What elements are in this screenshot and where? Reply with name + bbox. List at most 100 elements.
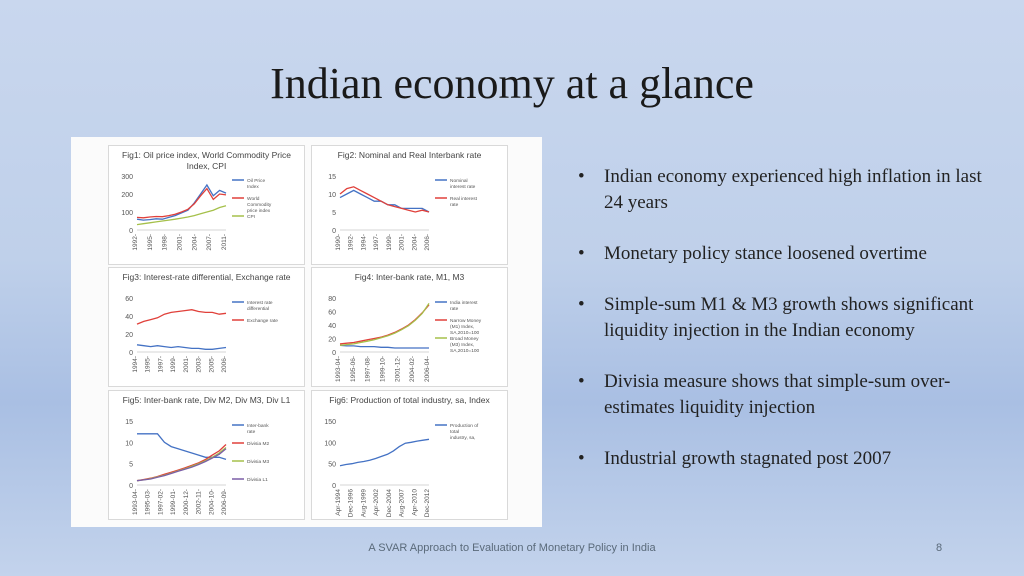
bullet-list: • Indian economy experienced high inflat… (578, 164, 998, 472)
y-tick-label: 50 (328, 462, 336, 469)
fig1-chart: Fig1: Oil price index, World Commodity P… (108, 145, 305, 265)
series-line (136, 187, 227, 219)
bullet-item: • Simple-sum M1 & M3 growth shows signif… (578, 292, 998, 344)
series-line (339, 304, 430, 345)
x-tick-label: Dec-1996 (348, 489, 355, 518)
bullet-item: • Industrial growth stagnated post 2007 (578, 446, 998, 472)
legend-label: price index (247, 208, 271, 214)
chart-title: Fig2: Nominal and Real Interbank rate (337, 150, 482, 160)
series-line (136, 309, 227, 325)
legend-label: Narrow Money (450, 318, 482, 324)
x-tick-label: 1990- (335, 234, 342, 251)
y-tick-label: 40 (328, 323, 336, 330)
legend-label: rate (247, 429, 256, 435)
x-tick-label: 2005- (208, 356, 215, 373)
fig4-chart: Fig4: Inter-bank rate, M1, M3 80 60 40 20 0 19… (311, 267, 508, 387)
y-tick-label: 0 (129, 483, 133, 490)
series-line (136, 448, 227, 482)
legend-label: industry, sa, (450, 435, 476, 441)
y-tick-label: 60 (125, 296, 133, 303)
legend-label: Oil Price (247, 178, 265, 184)
series-line (339, 438, 430, 467)
y-tick-label: 0 (332, 228, 336, 235)
x-tick-label: Dec-2012 (424, 489, 431, 518)
x-tick-label: 1997-02- (157, 489, 164, 515)
y-tick-label: 0 (332, 350, 336, 357)
legend-label: India interest (450, 300, 478, 306)
legend-label: SA,2010=100 (450, 330, 480, 336)
y-tick-label: 0 (129, 350, 133, 357)
x-tick-label: 1995- (145, 356, 152, 373)
legend-label: rate (450, 306, 459, 312)
fig2-chart: Fig2: Nominal and Real Interbank rate 15 1… (311, 145, 508, 265)
bullet-dot-icon: • (578, 448, 585, 469)
y-tick-label: 20 (328, 337, 336, 344)
legend-label: Broad Money (450, 336, 479, 342)
y-tick-label: 10 (125, 440, 133, 447)
y-tick-label: 200 (121, 192, 133, 199)
legend-label: Divisia M3 (247, 459, 269, 465)
series-line (136, 183, 227, 221)
x-tick-label: 2004- (411, 234, 418, 251)
legend-label: Inter-bank (247, 423, 269, 429)
bullet-item: • Monetary policy stance loosened overti… (578, 241, 998, 267)
x-tick-label: 2001- (183, 356, 190, 373)
x-tick-label: 2000-12- (183, 489, 190, 515)
series-line (136, 205, 227, 226)
legend-label: Interest rate (247, 300, 273, 306)
legend-label: Commodity (247, 202, 272, 208)
page-number: 8 (936, 542, 943, 554)
chart-title: Fig4: Inter-bank rate, M1, M3 (354, 272, 465, 282)
legend-label: (M3) Index, (450, 342, 474, 348)
y-tick-label: 60 (328, 310, 336, 317)
x-tick-label: Apr-2010 (411, 489, 418, 516)
y-tick-label: 100 (324, 440, 336, 447)
x-tick-label: 1992- (348, 234, 355, 251)
bullet-dot-icon: • (578, 243, 585, 264)
bullet-dot-icon: • (578, 294, 585, 315)
x-tick-label: 1999-01- (170, 489, 177, 515)
x-tick-label: 1994- (132, 356, 139, 373)
bullet-text: Indian economy experienced high inflatio… (604, 166, 982, 213)
bullet-dot-icon: • (578, 166, 585, 187)
x-tick-label: Apr-1994 (335, 489, 342, 516)
x-tick-label: 1998- (162, 234, 169, 251)
y-tick-label: 150 (324, 419, 336, 426)
x-tick-label: 1993-04- (132, 489, 139, 515)
x-tick-label: 2007- (206, 234, 213, 251)
x-tick-label: 1995-03- (145, 489, 152, 515)
x-tick-label: 1999- (386, 234, 393, 251)
series-line (339, 303, 430, 346)
legend-label: Divisia M2 (247, 441, 269, 447)
x-tick-label: 1997- (373, 234, 380, 251)
legend-label: rate (450, 202, 459, 208)
legend-label: CPI (247, 214, 255, 220)
y-tick-label: 15 (328, 174, 336, 181)
legend-label: Real interest (450, 196, 478, 202)
series-line (339, 186, 430, 213)
x-tick-label: 1992- (132, 234, 139, 251)
charts-panel: Fig1: Oil price index, World Commodity P… (71, 137, 542, 527)
bullet-text: Divisia measure shows that simple-sum ov… (604, 371, 951, 418)
legend-label: differential (247, 306, 269, 312)
legend-label: total (450, 429, 459, 435)
legend-label: Index (247, 184, 259, 190)
series-line (136, 344, 227, 350)
x-tick-label: 2004-02- (409, 356, 416, 382)
y-tick-label: 20 (125, 332, 133, 339)
bullet-text: Simple-sum M1 & M3 growth shows signific… (604, 294, 974, 341)
x-tick-label: Apr-2002 (373, 489, 380, 516)
x-tick-label: 2006- (221, 356, 228, 373)
legend-label: Divisia L1 (247, 477, 268, 483)
y-tick-label: 5 (332, 210, 336, 217)
legend-label: SA,2010=100 (450, 348, 480, 354)
y-tick-label: 100 (121, 210, 133, 217)
y-tick-label: 0 (332, 483, 336, 490)
y-tick-label: 300 (121, 174, 133, 181)
